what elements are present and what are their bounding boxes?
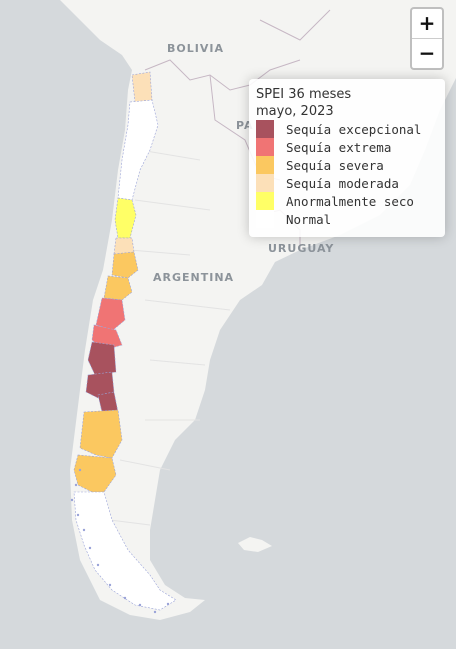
zoom-control: + − [410,7,444,70]
region-ohiggins[interactable] [103,275,133,301]
legend-label: Normal [286,211,332,227]
legend-swatch [256,210,274,228]
legend-swatch [256,174,274,192]
region-arica[interactable] [131,71,153,103]
island [238,537,272,552]
legend-title: SPEI 36 meses [256,87,352,102]
legend-swatch [256,138,274,156]
legend-label: Anormalmente seco [286,193,414,209]
border-bolivia [144,59,251,91]
region-metropolitana[interactable] [111,251,139,279]
legend-label: Sequía severa [286,157,384,173]
legend-item: Sequía excepcional [256,120,439,138]
zoom-in-button[interactable]: + [418,11,436,35]
region-north-normal[interactable] [117,99,159,201]
legend: SPEI 36 meses mayo, 2023 Sequía excepcio… [249,79,445,237]
legend-item: Sequía moderada [256,174,439,192]
label-argentina: ARGENTINA [153,271,234,284]
label-bolivia: BOLIVIA [167,42,224,55]
region-maule[interactable] [95,297,126,331]
legend-item: Normal [256,210,439,228]
legend-subtitle: mayo, 2023 [256,104,334,119]
legend-item: Sequía severa [256,156,439,174]
legend-item: Sequía extrema [256,138,439,156]
legend-items: Sequía excepcional Sequía extrema Sequía… [256,120,439,228]
legend-label: Sequía excepcional [286,121,422,137]
legend-label: Sequía moderada [286,175,399,191]
border-provinces [109,149,231,526]
zoom-out-button[interactable]: − [412,38,442,68]
label-uruguay: URUGUAY [268,242,334,255]
label-paraguay: PA [236,119,254,132]
legend-swatch [256,156,274,174]
legend-item: Anormalmente seco [256,192,439,210]
legend-swatch [256,192,274,210]
fjord-islands [70,468,170,614]
legend-label: Sequía extrema [286,139,392,155]
legend-swatch [256,120,274,138]
